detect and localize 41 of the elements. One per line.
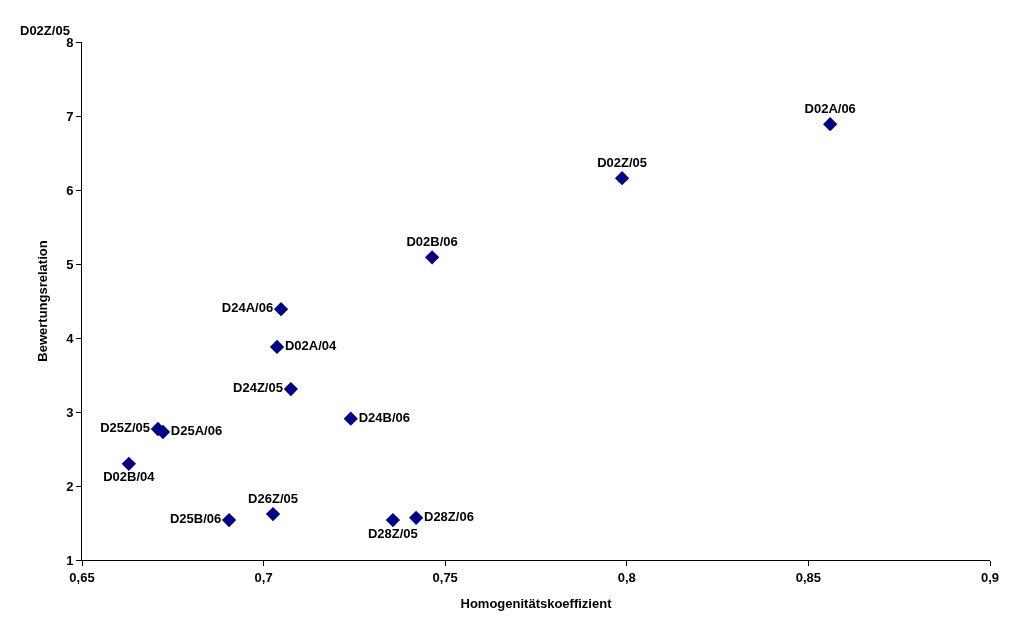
y-tick-label: 4 [66, 330, 75, 346]
point [408, 510, 424, 525]
data-label: D25A/06 [170, 423, 223, 439]
y-tick-label: 5 [66, 256, 74, 272]
point [265, 506, 281, 522]
data-label: D24A/06 [221, 300, 274, 316]
data-label: D02B/04 [103, 469, 156, 485]
data-label: D02A/06 [804, 101, 856, 117]
data-label: D24Z/05 [233, 380, 283, 396]
x-tick-label: 0,9 [980, 569, 1000, 585]
point [269, 339, 285, 355]
point [424, 250, 440, 265]
x-axis-title: Homogenitätskoeffizient [460, 596, 613, 612]
point [385, 512, 401, 528]
point [614, 171, 630, 186]
x-tick-label: 0,7 [254, 569, 273, 585]
y-tick-label: 1 [66, 552, 74, 568]
data-label: D24B/06 [358, 409, 410, 425]
y-tick-label: 2 [66, 478, 74, 494]
point [273, 301, 289, 317]
data-label: D02Z/05 [597, 155, 648, 171]
data-label: D28Z/06 [424, 509, 474, 525]
point [221, 512, 237, 528]
x-tick-label: 0,8 [617, 569, 636, 585]
y-tick-label: 7 [66, 108, 74, 124]
x-tick-label: 0,75 [432, 569, 458, 585]
data-label: D25Z/05 [100, 420, 151, 436]
point [283, 381, 298, 397]
y-axis-title: Bewertungsrelation [35, 240, 51, 362]
data-label: D02A/04 [284, 338, 337, 354]
x-tick-label: 0,85 [795, 569, 822, 585]
data-label: D28Z/05 [367, 525, 418, 541]
point [823, 116, 838, 132]
point [343, 411, 358, 426]
y-tick-label: 3 [66, 404, 74, 420]
data-label: D25B/06 [169, 511, 222, 527]
point [121, 456, 136, 471]
data-label: D02B/06 [406, 234, 458, 250]
x-tick-label: 0,65 [69, 569, 95, 585]
data-label: D26Z/05 [248, 490, 298, 506]
y-tick-label: 6 [66, 182, 74, 198]
